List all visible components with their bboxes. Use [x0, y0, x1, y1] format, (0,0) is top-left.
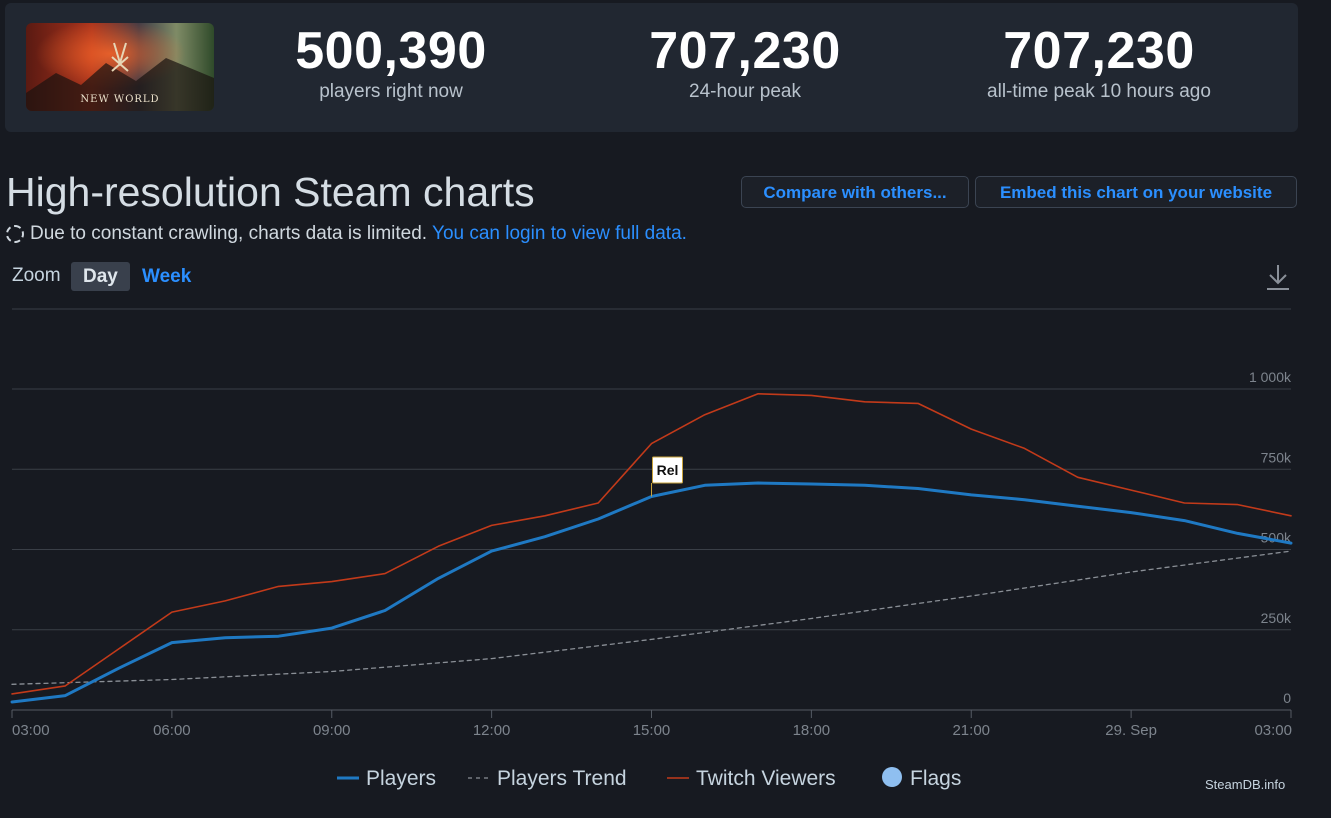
embed-chart-button[interactable]: Embed this chart on your website: [975, 176, 1297, 208]
x-tick-label: 29. Sep: [1105, 722, 1157, 739]
game-banner-image[interactable]: NEW WORLD: [26, 23, 214, 111]
legend-label: Twitch Viewers: [696, 767, 836, 790]
x-tick-label: 12:00: [473, 722, 511, 739]
peak-24h-stat: 707,230 24-hour peak: [585, 21, 905, 103]
compare-button[interactable]: Compare with others...: [741, 176, 969, 208]
peak-24h-value: 707,230: [649, 22, 841, 80]
legend-label: Players Trend: [497, 767, 627, 790]
x-tick-label: 18:00: [793, 722, 831, 739]
steamdb-credit[interactable]: SteamDB.info: [1205, 777, 1286, 792]
zoom-day-button[interactable]: Day: [71, 262, 130, 291]
legend-twitch-viewers[interactable]: Twitch Viewers: [667, 767, 836, 790]
y-tick-label: 750k: [1261, 449, 1292, 465]
all-time-peak-stat: 707,230 all-time peak 10 hours ago: [939, 21, 1259, 103]
login-link[interactable]: You can login to view full data.: [432, 223, 687, 244]
flag-box: [652, 456, 683, 484]
x-tick-label: 21:00: [952, 722, 990, 739]
zoom-label: Zoom: [12, 265, 61, 286]
twitch-viewers-line: [11, 393, 1292, 695]
current-players-value: 500,390: [295, 22, 487, 80]
x-tick-label: 15:00: [633, 722, 671, 739]
x-tick-label: 06:00: [153, 722, 191, 739]
flag-label: Rel: [657, 462, 679, 478]
loading-circle-icon: [6, 225, 24, 243]
notice-text: Due to constant crawling, charts data is…: [30, 223, 428, 244]
players-line: [10, 481, 1293, 704]
players-trend-line: [11, 550, 1292, 685]
legend-flags[interactable]: Flags: [882, 767, 961, 790]
legend-label: Flags: [910, 767, 961, 790]
y-tick-label: 250k: [1261, 610, 1292, 626]
legend-players[interactable]: Players: [337, 767, 436, 790]
game-logo-text: NEW WORLD: [80, 94, 159, 105]
current-players-stat: 500,390 players right now: [231, 21, 551, 103]
x-tick-label: 03:00: [1254, 722, 1292, 739]
legend-label: Players: [366, 767, 436, 790]
current-players-label: players right now: [319, 81, 463, 102]
download-icon[interactable]: [1264, 262, 1292, 292]
peak-24h-label: 24-hour peak: [689, 81, 801, 102]
all-time-peak-label: all-time peak 10 hours ago: [987, 81, 1211, 102]
x-tick-label: 03:00: [12, 722, 50, 739]
y-tick-label: 0: [1283, 690, 1291, 706]
data-limit-notice: Due to constant crawling, charts data is…: [6, 222, 687, 246]
all-time-peak-value: 707,230: [1003, 22, 1195, 80]
x-tick-label: 09:00: [313, 722, 351, 739]
y-tick-label: 1 000k: [1249, 369, 1292, 385]
legend-marker: [882, 767, 902, 787]
zoom-week-button[interactable]: Week: [130, 262, 203, 291]
page-title: High-resolution Steam charts: [6, 169, 535, 215]
stats-panel: NEW WORLD 500,390 players right now 707,…: [5, 3, 1298, 132]
legend-players-trend[interactable]: Players Trend: [468, 767, 627, 790]
